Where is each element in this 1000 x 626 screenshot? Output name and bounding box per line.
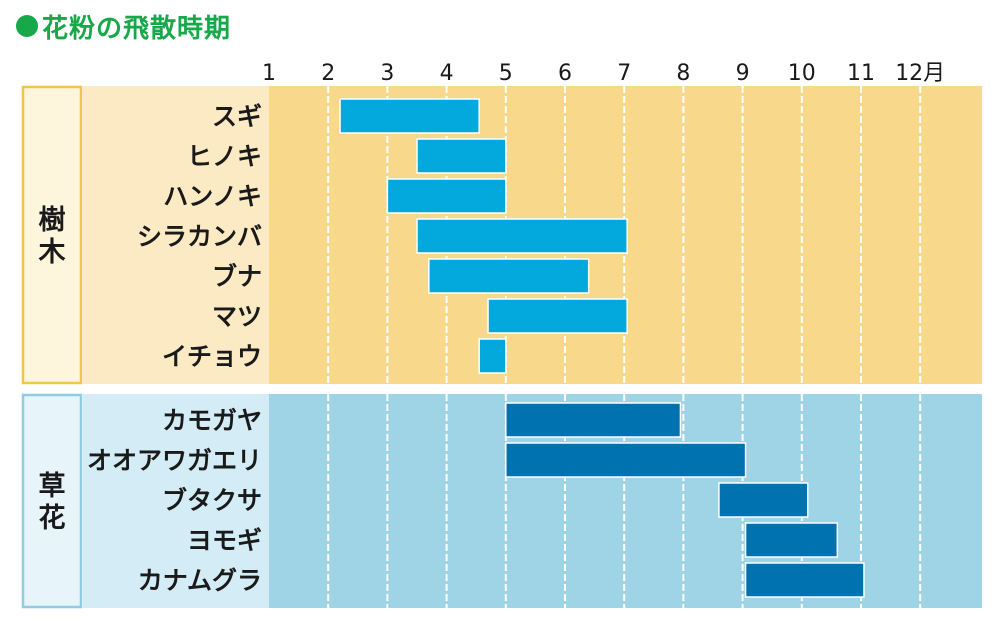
pollen-bar <box>744 522 839 558</box>
month-tick-label: 11 <box>847 61 875 86</box>
month-tick-label: 3 <box>380 61 394 86</box>
row-label: イチョウ <box>162 342 262 371</box>
group-label-band <box>83 394 269 608</box>
row-label: シラカンバ <box>137 222 262 251</box>
pollen-bar <box>416 138 507 174</box>
pollen-bar <box>487 298 628 334</box>
group-name-box <box>21 393 83 609</box>
pollen-bar <box>505 402 682 438</box>
pollen-bar <box>428 258 590 294</box>
row-label: マツ <box>212 302 262 331</box>
row-label: カモガヤ <box>162 406 262 435</box>
group-label-band <box>83 86 269 384</box>
row-label: スギ <box>212 102 262 131</box>
row-label: ハンノキ <box>163 182 262 211</box>
month-tick-label: 1 <box>262 61 276 86</box>
row-label: ブナ <box>212 262 262 291</box>
month-tick-label: 4 <box>440 61 454 86</box>
month-tick-label: 9 <box>736 61 750 86</box>
pollen-bar <box>478 338 507 374</box>
row-label: オオアワガエリ <box>87 446 262 475</box>
chart-title-text: 花粉の飛散時期 <box>42 13 232 44</box>
group-name: 草花 <box>39 471 66 534</box>
row-label: ヒノキ <box>187 142 262 171</box>
group-name: 樹木 <box>38 205 66 268</box>
month-tick-label: 8 <box>676 61 690 86</box>
pollen-bar <box>744 562 865 598</box>
month-tick-labels: 1 2 3 4 5 6 7 8 9 10 11 12月 <box>262 61 945 86</box>
pollen-bar <box>416 218 628 254</box>
month-tick-label: 10 <box>788 61 816 86</box>
row-label: ヨモギ <box>187 526 262 555</box>
row-label: ブタクサ <box>162 486 262 515</box>
month-tick-label: 2 <box>321 61 335 86</box>
green-dot-icon <box>16 15 38 37</box>
month-tick-label: 7 <box>617 61 631 86</box>
pollen-bar <box>386 178 507 214</box>
pollen-bar <box>718 482 809 518</box>
chart-title: 花粉の飛散時期 <box>16 6 231 46</box>
month-tick-label: 6 <box>558 61 572 86</box>
month-tick-label: 5 <box>499 61 513 86</box>
pollen-bar <box>505 442 747 478</box>
pollen-bar <box>339 98 480 134</box>
row-label: カナムグラ <box>138 566 262 595</box>
month-tick-label: 12月 <box>895 61 945 86</box>
group-name-box <box>21 85 83 385</box>
pollen-bars <box>339 98 865 598</box>
